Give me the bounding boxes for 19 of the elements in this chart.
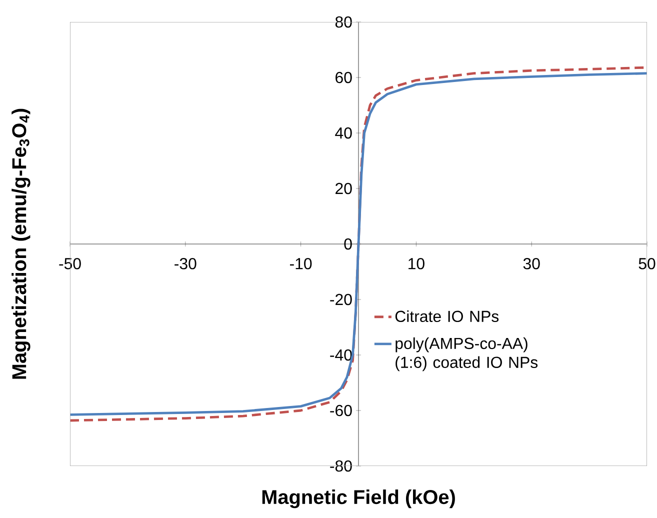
legend-label: Citrate IO NPs xyxy=(395,310,499,322)
y-tick-label: 80 xyxy=(335,16,352,28)
x-tick-label: -10 xyxy=(290,258,312,270)
y-tick-label: -60 xyxy=(330,404,352,416)
y-tick-label: -20 xyxy=(330,294,352,306)
y-tick-label: -40 xyxy=(330,349,352,361)
y-tick-label: 20 xyxy=(336,182,352,194)
x-tick-label: 50 xyxy=(638,258,656,270)
y-tick-label: 60 xyxy=(336,72,352,84)
x-tick-label: 30 xyxy=(523,258,540,270)
y-axis-title: Magnetization (emu/g-Fe$_{3}$O$_{4}$) xyxy=(12,108,30,379)
y-tick-label: 40 xyxy=(335,127,352,139)
x-tick-label: -50 xyxy=(59,258,81,270)
y-tick-label: 0 xyxy=(344,238,352,250)
x-tick-label: 10 xyxy=(408,258,424,270)
y-tick-label: -80 xyxy=(330,460,352,472)
x-axis-title: Magnetic Field (kOe) xyxy=(262,490,455,508)
x-tick-label: -30 xyxy=(174,258,196,270)
legend-label: poly(AMPS-co-AA) (1:6) coated IO NPs xyxy=(396,337,538,372)
